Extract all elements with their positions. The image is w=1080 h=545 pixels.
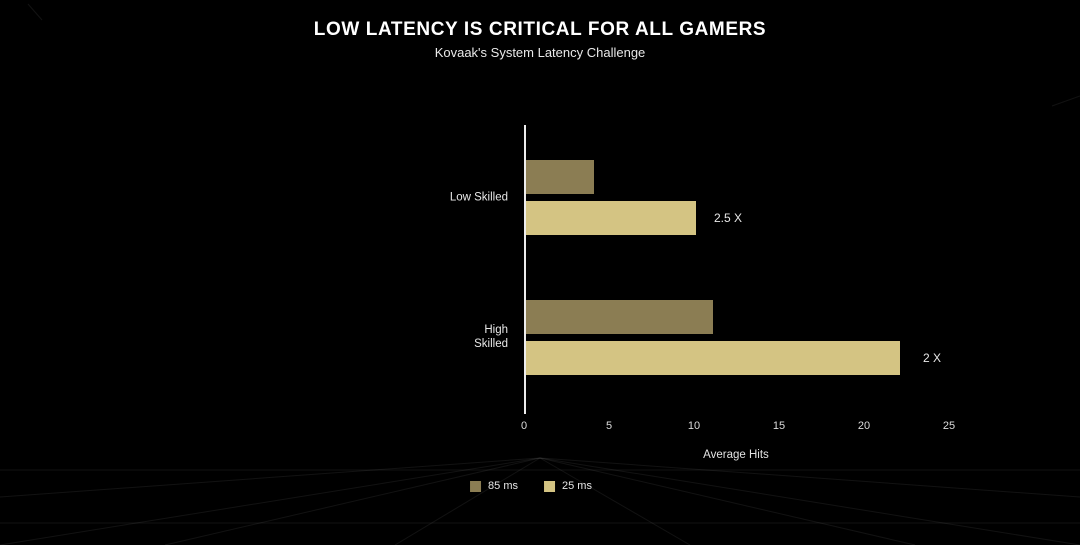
bar-85-ms-low-skilled	[526, 160, 594, 194]
legend-swatch-25-ms	[544, 480, 555, 492]
bar-chart: Low Skilled 2.5 X High Skilled 2 X 0 5 10 15 20 2…	[450, 125, 955, 432]
category-label-low-skilled: Low Skilled	[449, 191, 508, 204]
legend-item-25-ms: 25 ms	[544, 480, 592, 492]
legend-item-85-ms: 85 ms	[470, 480, 518, 492]
x-axis-label: Average Hits	[703, 449, 769, 461]
y-axis-line	[524, 125, 526, 414]
multiplier-annotation-high-skilled: 2 X	[922, 350, 941, 365]
bar-25-ms-low-skilled	[526, 201, 696, 235]
multiplier-annotation-low-skilled: 2.5 X	[713, 210, 743, 225]
chart-subtitle: Kovaak's System Latency Challenge	[434, 45, 646, 60]
x-tick-label-0: 0	[520, 420, 528, 432]
x-tick-label-25: 25	[942, 420, 956, 432]
legend-swatch-85-ms	[470, 480, 482, 492]
category-label-high-skilled: High Skilled	[474, 323, 508, 351]
x-tick-label-20: 20	[857, 420, 871, 432]
legend: 85 ms 25 ms	[470, 480, 592, 492]
legend-label-85-ms: 85 ms	[488, 480, 518, 492]
bar-25-ms-high-skilled	[526, 341, 900, 375]
x-tick-label-10: 10	[687, 420, 701, 432]
legend-label-25-ms: 25 ms	[562, 480, 592, 492]
chart-title: LOW LATENCY IS CRITICAL FOR ALL GAMERS	[313, 19, 767, 40]
x-tick-label-15: 15	[772, 420, 786, 432]
bar-85-ms-high-skilled	[526, 300, 713, 334]
x-tick-label-5: 5	[605, 420, 613, 432]
